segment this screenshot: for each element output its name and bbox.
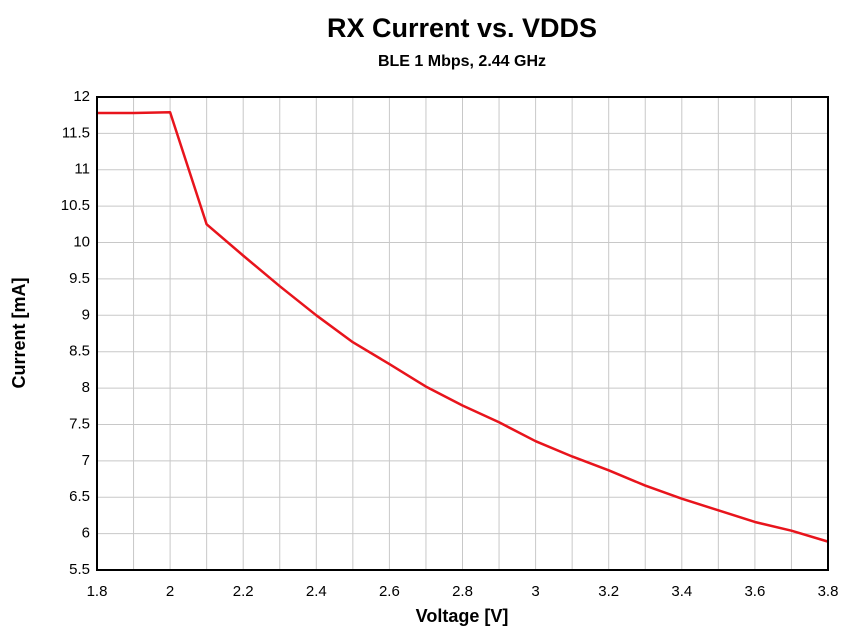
y-tick-label: 9.5 (69, 270, 90, 287)
x-tick-label: 2.8 (452, 583, 473, 600)
y-tick-label: 10 (73, 234, 90, 251)
y-tick-label: 11 (74, 161, 90, 178)
y-tick-label: 8 (82, 379, 90, 396)
x-tick-label: 3.6 (744, 583, 765, 600)
y-tick-label: 11.5 (62, 124, 90, 141)
data-line (97, 111, 829, 543)
y-tick-label: 12 (73, 88, 90, 105)
y-tick-label: 10.5 (61, 197, 90, 214)
y-tick-label: 5.5 (69, 561, 90, 578)
y-tick-label: 6.5 (69, 488, 90, 505)
y-tick-label: 8.5 (69, 343, 90, 360)
y-tick-label: 9 (82, 306, 90, 323)
chart-title: RX Current vs. VDDS (327, 13, 597, 43)
y-axis-label: Current [mA] (9, 278, 29, 389)
x-tick-label: 2.6 (379, 583, 400, 600)
x-tick-label: 2.2 (233, 583, 254, 600)
x-tick-label: 2.4 (306, 583, 327, 600)
x-tick-label: 3.2 (598, 583, 619, 600)
x-tick-label: 3.4 (671, 583, 692, 600)
x-tick-label: 3 (531, 583, 539, 600)
x-tick-label: 3.8 (818, 583, 839, 600)
y-tick-label: 7 (82, 452, 90, 469)
x-tick-label: 1.8 (87, 583, 108, 600)
x-tick-label: 2 (166, 583, 174, 600)
plot-frame (96, 96, 829, 571)
x-axis-label: Voltage [V] (416, 606, 509, 626)
y-tick-label: 7.5 (69, 415, 90, 432)
y-tick-label: 6 (82, 525, 90, 542)
chart-subtitle: BLE 1 Mbps, 2.44 GHz (378, 53, 546, 70)
